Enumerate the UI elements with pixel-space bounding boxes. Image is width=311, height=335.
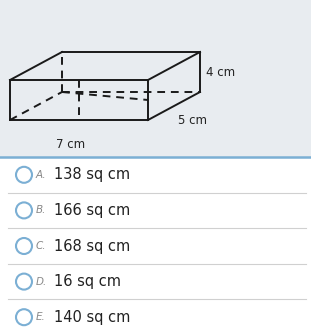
Bar: [0, 157, 311, 335]
Circle shape: [16, 202, 32, 218]
Text: 140 sq cm: 140 sq cm: [54, 310, 130, 325]
Circle shape: [16, 274, 32, 289]
Text: 5 cm: 5 cm: [178, 114, 207, 127]
Text: A.: A.: [36, 170, 47, 180]
Text: D.: D.: [36, 277, 47, 287]
Text: B.: B.: [36, 205, 46, 215]
Text: 16 sq cm: 16 sq cm: [54, 274, 121, 289]
Text: E.: E.: [36, 312, 46, 322]
Text: 4 cm: 4 cm: [206, 66, 235, 78]
Text: 7 cm: 7 cm: [56, 138, 86, 151]
Circle shape: [16, 167, 32, 183]
Bar: [0, 0, 311, 157]
Text: 166 sq cm: 166 sq cm: [54, 203, 130, 218]
Circle shape: [16, 238, 32, 254]
Text: 168 sq cm: 168 sq cm: [54, 239, 130, 254]
Text: C.: C.: [36, 241, 47, 251]
Circle shape: [16, 309, 32, 325]
Text: 138 sq cm: 138 sq cm: [54, 167, 130, 182]
